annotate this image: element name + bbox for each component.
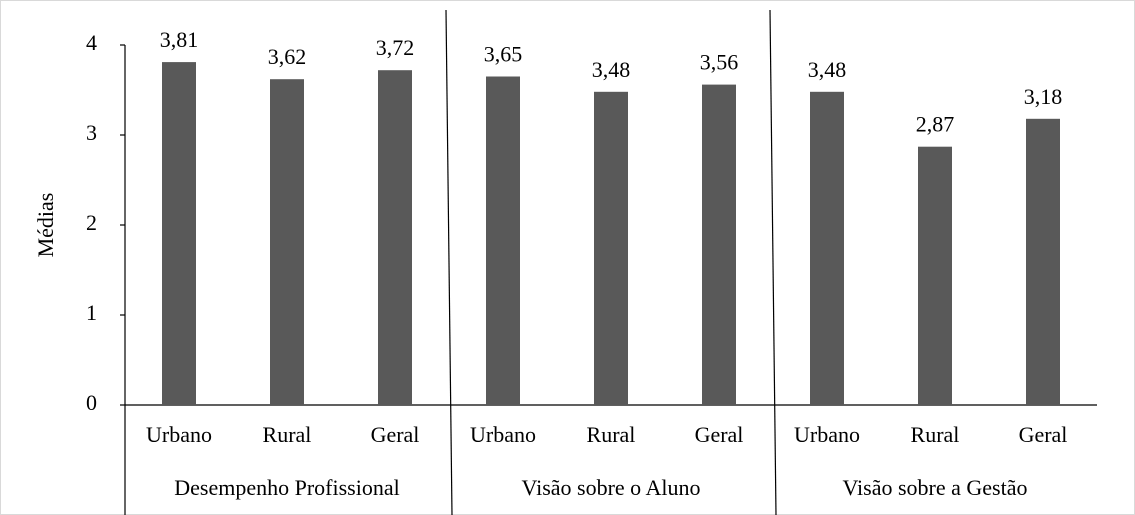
group-divider: [769, 9, 777, 515]
group-label: Visão sobre o Aluno: [522, 475, 701, 500]
x-tick-label: Urbano: [794, 422, 860, 447]
y-tick-label: 4: [86, 30, 97, 55]
value-label: 3,48: [808, 57, 847, 82]
x-tick-label: Geral: [695, 422, 744, 447]
bar: [1026, 118, 1060, 406]
x-tick-label: Rural: [587, 422, 636, 447]
x-tick-label: Geral: [1019, 422, 1068, 447]
y-axis-title: Médias: [33, 193, 58, 258]
y-tick-label: 1: [86, 300, 97, 325]
x-tick-label: Rural: [911, 422, 960, 447]
value-label: 3,65: [484, 42, 523, 67]
bar: [810, 91, 844, 406]
bar: [162, 62, 196, 405]
value-label: 3,81: [160, 27, 199, 52]
value-label: 3,56: [700, 50, 739, 75]
group-divider: [445, 9, 453, 515]
x-tick-label: Urbano: [146, 422, 212, 447]
y-tick-label: 3: [86, 120, 97, 145]
x-tick-label: Rural: [263, 422, 312, 447]
x-tick-label: Urbano: [470, 422, 536, 447]
value-label: 2,87: [916, 112, 955, 137]
x-tick-label: Geral: [371, 422, 420, 447]
group-label: Visão sobre a Gestão: [842, 475, 1027, 500]
value-label: 3,48: [592, 57, 631, 82]
y-tick-label: 0: [86, 390, 97, 415]
value-label: 3,72: [376, 35, 415, 60]
group-label: Desempenho Profissional: [174, 475, 399, 500]
bar: [378, 70, 412, 405]
bar: [486, 76, 520, 405]
value-label: 3,62: [268, 44, 307, 69]
bar: [594, 91, 628, 406]
bar: [918, 146, 952, 405]
value-label: 3,18: [1024, 84, 1063, 109]
bar: [270, 79, 304, 405]
bar: [702, 84, 736, 405]
y-tick-label: 2: [86, 210, 97, 235]
